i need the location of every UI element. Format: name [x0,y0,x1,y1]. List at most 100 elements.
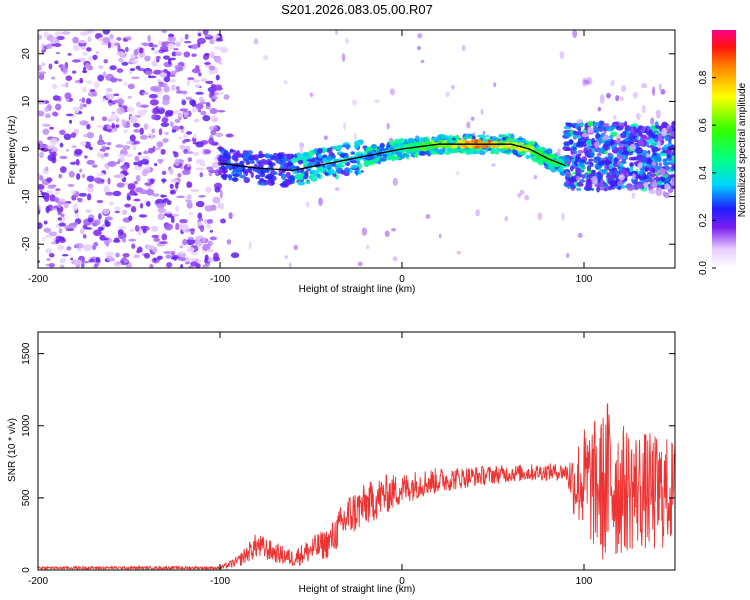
spectral-blob [610,144,616,150]
spectral-blob [561,212,565,221]
spectral-blob [269,155,276,161]
spectral-blob [637,125,643,130]
spectral-blob [199,226,205,233]
spectral-blob [296,152,302,158]
spectral-blob [204,186,212,193]
spectral-blob [175,41,182,47]
spectral-blob [67,183,75,188]
spectral-blob [180,224,189,230]
spectral-blob [273,171,278,175]
spectral-blob [191,68,201,74]
ridge-line [219,143,567,172]
spectral-blob [316,173,321,178]
spectral-blob [167,35,177,43]
spectral-blob [635,147,643,154]
spectral-blob [98,65,104,70]
spectral-blob [175,222,180,231]
spectral-blob [670,160,675,164]
spectral-blob [202,265,210,268]
spectral-blob [186,238,195,246]
spectral-blob [463,136,467,140]
spectral-blob [59,129,66,136]
spectral-blob [86,30,96,34]
spectral-blob [38,173,41,178]
spectral-blob [139,189,148,195]
spectral-blob [616,154,623,160]
spectral-blob [593,122,600,126]
colorbar: 0.0 0.2 0.4 0.6 0.8 Normalized spectral ampl… [698,30,748,275]
spectral-blob [101,145,107,153]
spectral-blob [72,44,80,52]
spectral-blob [171,213,180,217]
spectral-blob [657,140,661,149]
spectral-blob [614,121,620,126]
spectral-blob [69,119,73,124]
spectral-blob [646,133,651,136]
spectral-blob [59,166,67,174]
spectral-blob [577,126,582,131]
spectral-blob [422,137,428,142]
spectral-blob [112,190,122,197]
spectral-blob [81,173,86,179]
spectral-blob [78,40,87,44]
spectral-blob [666,124,671,129]
spectral-blob [181,99,187,106]
spectral-blob [179,144,186,150]
spectral-blob [79,168,83,173]
spectral-blob [220,218,226,224]
spectral-blob [209,236,217,241]
spectral-blob [229,149,237,153]
spectral-blob [517,150,523,155]
spectral-blob [646,177,653,182]
spectral-blob [245,160,251,166]
spectral-blob [144,55,151,62]
spectral-blob [407,137,415,145]
spectral-blob [114,210,120,214]
spectral-blob [621,151,629,155]
spectral-blob [104,216,114,221]
spectral-blob [374,99,380,104]
colorbar-tick-label: 0.2 [698,213,709,227]
spectral-blob [151,225,159,232]
spectral-blob [607,155,612,161]
spectral-blob [271,180,275,186]
spectral-blob [589,128,594,134]
spectral-blob [162,99,170,106]
spectral-blob [441,144,448,148]
spectral-blob [335,146,340,151]
spectral-blob [214,186,221,193]
spectral-blob [419,150,427,156]
spectral-blob [38,183,45,190]
spectral-blob [56,35,65,40]
spectral-blob [121,119,126,126]
spectral-blob [126,106,135,113]
spectral-blob [187,236,194,241]
spectral-blob [149,99,159,106]
spectral-blob [577,149,584,154]
spectral-blob [279,183,287,187]
spectral-blob [497,140,503,144]
spectral-blob [450,139,456,143]
spectral-blob [209,229,214,233]
spectral-blob [589,152,595,156]
spectral-blob [59,142,64,148]
spectral-blob [625,131,630,138]
spectral-blob [612,160,619,168]
spectral-blob [652,167,656,174]
spectral-blob [259,177,265,181]
spectral-blob [109,65,117,71]
spectral-blob [565,171,571,178]
spectral-blob [86,175,95,182]
spectral-blob [107,42,112,49]
spectral-blob [183,40,192,44]
spectral-blob [573,150,578,155]
spectral-blob [388,140,397,146]
spectral-blob [655,187,663,197]
spectral-blob [183,112,188,118]
spectral-blob [159,46,169,51]
spectral-blob [86,193,92,201]
spectral-blob [597,106,602,112]
spectral-blob [576,181,582,186]
spectral-blob [151,44,158,48]
spectral-blob [350,164,358,169]
